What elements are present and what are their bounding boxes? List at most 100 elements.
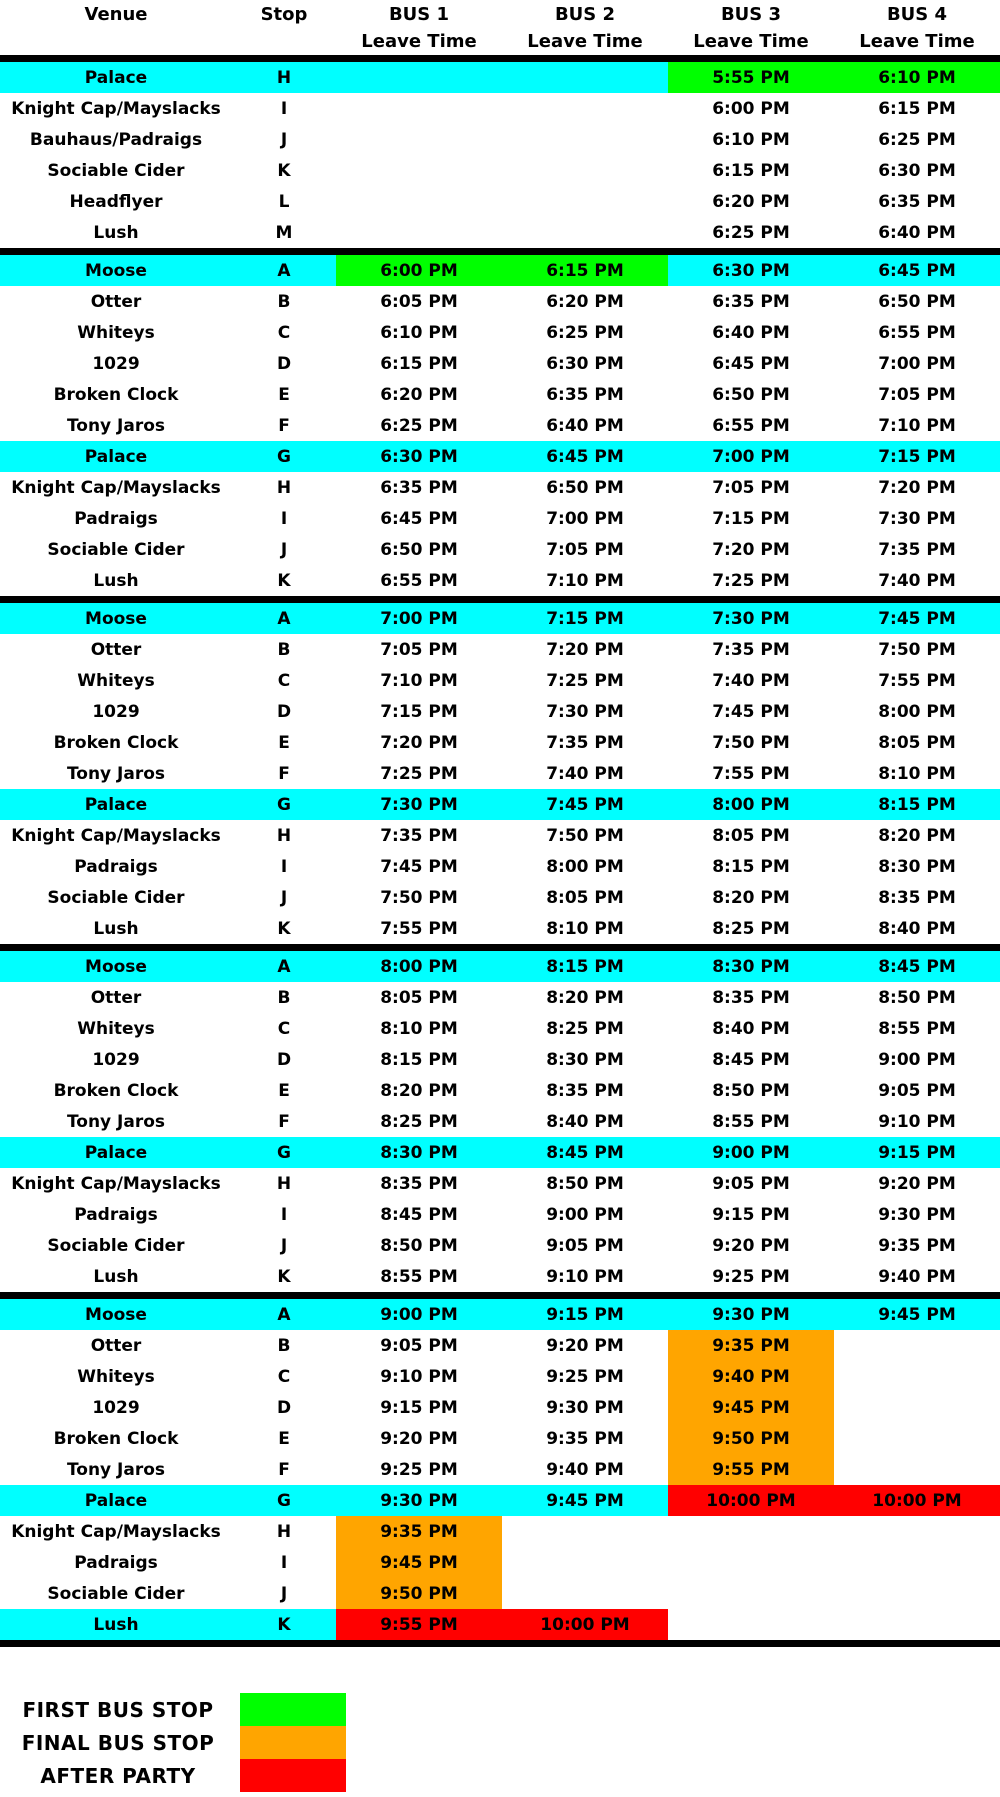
time-cell-bus1: 6:35 PM	[336, 472, 502, 503]
venue-cell: Lush	[0, 217, 232, 248]
bus1-column-header: BUS 1 Leave Time	[336, 0, 502, 55]
time-cell-bus1: 7:25 PM	[336, 758, 502, 789]
legend-swatch-green	[240, 1693, 346, 1726]
schedule-row: 1029 D 9:15 PM 9:30 PM 9:45 PM	[0, 1392, 1000, 1423]
time-cell-bus1	[336, 93, 502, 124]
header-row: Venue Stop BUS 1 Leave Time BUS 2 Leave …	[0, 0, 1000, 55]
schedule-row: Moose A 8:00 PM 8:15 PM 8:30 PM 8:45 PM	[0, 951, 1000, 982]
time-cell-bus2: 6:30 PM	[502, 348, 668, 379]
stop-cell: K	[232, 565, 336, 596]
time-cell-bus2: 8:20 PM	[502, 982, 668, 1013]
time-cell-bus4: 7:50 PM	[834, 634, 1000, 665]
venue-cell: Broken Clock	[0, 727, 232, 758]
venue-cell: Moose	[0, 255, 232, 286]
time-cell-bus2: 8:30 PM	[502, 1044, 668, 1075]
venue-cell: Knight Cap/Mayslacks	[0, 1168, 232, 1199]
stop-cell: H	[232, 472, 336, 503]
time-cell-bus3: 7:15 PM	[668, 503, 834, 534]
time-cell-bus3: 7:30 PM	[668, 603, 834, 634]
venue-cell: Padraigs	[0, 1547, 232, 1578]
schedule-row: Sociable Cider J 9:50 PM	[0, 1578, 1000, 1609]
bus1-name: BUS 1	[388, 4, 450, 25]
time-cell-bus3: 7:25 PM	[668, 565, 834, 596]
time-cell-bus3: 8:00 PM	[668, 789, 834, 820]
time-cell-bus3: 7:05 PM	[668, 472, 834, 503]
schedule-row: Sociable Cider J 8:50 PM 9:05 PM 9:20 PM 9:35…	[0, 1230, 1000, 1261]
venue-cell: Whiteys	[0, 665, 232, 696]
time-cell-bus4: 8:00 PM	[834, 696, 1000, 727]
time-cell-bus2: 7:25 PM	[502, 665, 668, 696]
time-cell-bus1: 8:05 PM	[336, 982, 502, 1013]
stop-cell: D	[232, 1044, 336, 1075]
schedule-row: Whiteys C 8:10 PM 8:25 PM 8:40 PM 8:55 PM	[0, 1013, 1000, 1044]
schedule-row: Whiteys C 7:10 PM 7:25 PM 7:40 PM 7:55 PM	[0, 665, 1000, 696]
time-cell-bus3: 7:40 PM	[668, 665, 834, 696]
stop-cell: B	[232, 1330, 336, 1361]
venue-cell: Palace	[0, 789, 232, 820]
time-cell-bus2: 7:15 PM	[502, 603, 668, 634]
stop-cell: F	[232, 410, 336, 441]
legend-item: FIRST BUS STOP	[18, 1693, 1000, 1726]
time-cell-bus4: 7:00 PM	[834, 348, 1000, 379]
venue-cell: Padraigs	[0, 851, 232, 882]
time-cell-bus4: 6:45 PM	[834, 255, 1000, 286]
time-cell-bus3: 9:50 PM	[668, 1423, 834, 1454]
time-cell-bus3: 9:55 PM	[668, 1454, 834, 1485]
venue-cell: Lush	[0, 913, 232, 944]
time-cell-bus3: 8:50 PM	[668, 1075, 834, 1106]
stop-cell: K	[232, 1261, 336, 1292]
time-cell-bus2: 7:05 PM	[502, 534, 668, 565]
time-cell-bus3	[668, 1547, 834, 1578]
venue-cell: Palace	[0, 1485, 232, 1516]
section-divider	[0, 944, 1000, 951]
schedule-row: Sociable Cider J 6:50 PM 7:05 PM 7:20 PM 7:35…	[0, 534, 1000, 565]
stop-cell: F	[232, 758, 336, 789]
time-cell-bus3: 8:40 PM	[668, 1013, 834, 1044]
schedule-row: Knight Cap/Mayslacks H 6:35 PM 6:50 PM 7:05 …	[0, 472, 1000, 503]
venue-cell: Tony Jaros	[0, 1106, 232, 1137]
stop-cell: F	[232, 1454, 336, 1485]
stop-cell: A	[232, 1299, 336, 1330]
time-cell-bus3: 6:45 PM	[668, 348, 834, 379]
time-cell-bus3: 9:20 PM	[668, 1230, 834, 1261]
time-cell-bus4: 9:40 PM	[834, 1261, 1000, 1292]
time-cell-bus3: 6:10 PM	[668, 124, 834, 155]
time-cell-bus4	[834, 1423, 1000, 1454]
stop-cell: F	[232, 1106, 336, 1137]
venue-cell: Sociable Cider	[0, 155, 232, 186]
stop-column-header: Stop	[232, 0, 336, 55]
time-cell-bus3: 9:15 PM	[668, 1199, 834, 1230]
time-cell-bus3: 6:00 PM	[668, 93, 834, 124]
venue-cell: Lush	[0, 1261, 232, 1292]
time-cell-bus3: 6:40 PM	[668, 317, 834, 348]
schedule-row: Palace H 5:55 PM 6:10 PM	[0, 62, 1000, 93]
time-cell-bus1: 8:15 PM	[336, 1044, 502, 1075]
schedule-row: Whiteys C 6:10 PM 6:25 PM 6:40 PM 6:55 PM	[0, 317, 1000, 348]
schedule-row: Lush K 9:55 PM 10:00 PM	[0, 1609, 1000, 1640]
section-divider	[0, 1640, 1000, 1647]
stop-cell: L	[232, 186, 336, 217]
time-cell-bus1: 9:30 PM	[336, 1485, 502, 1516]
schedule-row: Tony Jaros F 8:25 PM 8:40 PM 8:55 PM 9:10 PM	[0, 1106, 1000, 1137]
time-cell-bus1: 6:15 PM	[336, 348, 502, 379]
time-cell-bus3	[668, 1578, 834, 1609]
time-cell-bus4: 10:00 PM	[834, 1485, 1000, 1516]
stop-cell: K	[232, 1609, 336, 1640]
stop-cell: C	[232, 317, 336, 348]
time-cell-bus4: 9:05 PM	[834, 1075, 1000, 1106]
time-cell-bus1	[336, 155, 502, 186]
stop-cell: B	[232, 286, 336, 317]
time-cell-bus2: 9:45 PM	[502, 1485, 668, 1516]
time-cell-bus3: 8:05 PM	[668, 820, 834, 851]
time-cell-bus1: 7:20 PM	[336, 727, 502, 758]
schedule-row: Padraigs I 8:45 PM 9:00 PM 9:15 PM 9:30 PM	[0, 1199, 1000, 1230]
stop-cell: I	[232, 851, 336, 882]
time-cell-bus2: 9:25 PM	[502, 1361, 668, 1392]
section-divider	[0, 596, 1000, 603]
venue-cell: Otter	[0, 1330, 232, 1361]
time-cell-bus2: 8:05 PM	[502, 882, 668, 913]
schedule-row: Moose A 7:00 PM 7:15 PM 7:30 PM 7:45 PM	[0, 603, 1000, 634]
time-cell-bus3: 6:15 PM	[668, 155, 834, 186]
time-cell-bus2: 8:00 PM	[502, 851, 668, 882]
time-cell-bus1: 8:35 PM	[336, 1168, 502, 1199]
